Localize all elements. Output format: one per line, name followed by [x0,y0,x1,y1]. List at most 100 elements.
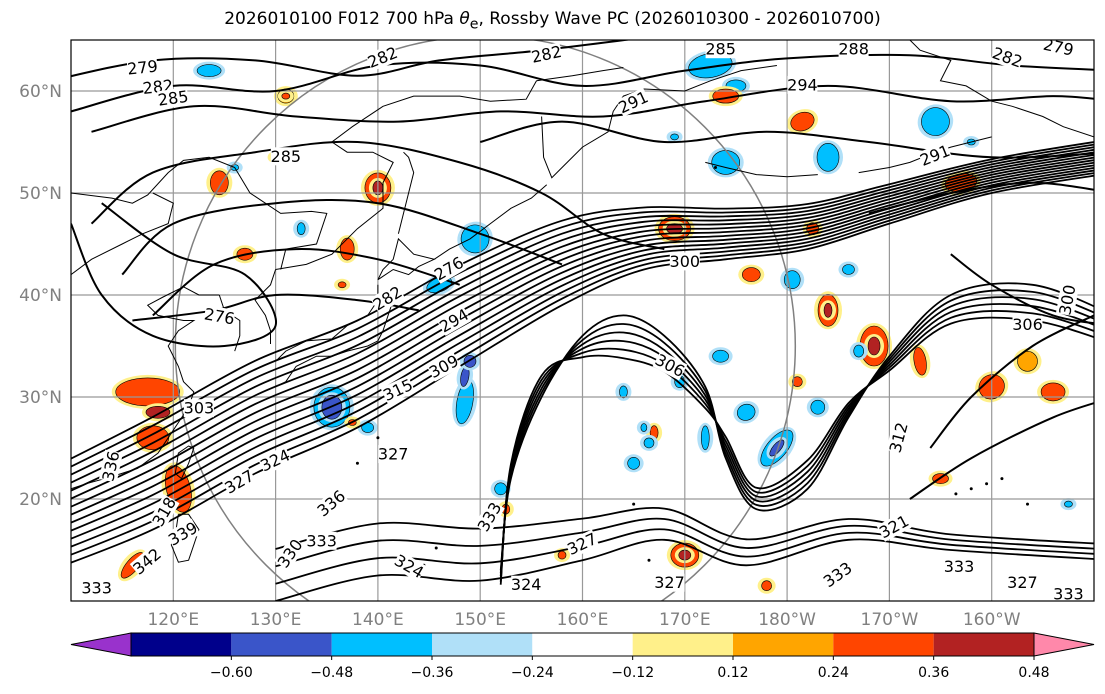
contour-line [71,151,1094,492]
island [376,436,380,440]
contour-line [71,143,1094,468]
lat-tick-label: 40°N [19,286,62,306]
contour-line [479,120,1094,159]
shading-blob [736,403,756,421]
colorbar-outline [130,632,1035,657]
shading-blob [339,237,355,261]
shading-blob [460,224,490,254]
contour-line [868,181,1094,215]
island [632,502,636,506]
lon-tick-label: 170°E [659,610,711,630]
colorbar-segment [532,633,633,656]
shading-blob [790,111,815,132]
contour-line [132,293,419,322]
island [954,492,958,496]
contour-label-text: 288 [838,40,869,59]
contour-label-text: 333 [81,578,112,597]
island [1000,477,1004,481]
lon-tick-label: 150°E [454,610,506,630]
contour-line [91,84,1094,133]
colorbar-segment [833,633,934,656]
contour-line [929,314,1094,449]
colorbar-segment [632,633,733,656]
contour-label-text: 306 [1012,315,1043,334]
contour-label-text: 294 [787,75,818,94]
contour-line [71,146,1094,476]
shading-blob [853,344,865,358]
coastline [218,294,241,352]
contour-label-text: 285 [271,147,302,166]
contour-label: 312 [886,420,912,454]
contour-line [950,253,1094,325]
figure-title: 2026010100 F012 700 hPa θe, Rossby Wave … [224,9,881,33]
colorbar-tick-label: −0.48 [310,665,353,681]
contour-label: 324 [511,575,542,594]
lat-tick-label: 50°N [19,184,62,204]
contour-line [71,169,1094,548]
coastline [433,184,548,260]
contour-label: 303 [184,399,215,418]
contour-line [275,507,1094,550]
contour-label-text: 279 [126,57,158,79]
shading-blob [761,580,772,592]
contour-label-text: 333 [1053,584,1084,603]
contour-label: 333 [306,531,337,550]
contour-label: 279 [126,57,158,79]
lon-tick-label: 120°E [147,610,199,630]
island [647,558,651,562]
contour-label: 285 [157,87,190,110]
contour-label: 306 [1012,315,1043,334]
shading-blob [842,264,855,275]
colorbar-segment [231,633,332,656]
colorbar-tick-label: −0.36 [411,665,454,681]
lon-tick-label: 160°W [963,610,1021,630]
lon-tick-label: 140°E [352,610,404,630]
shading-blob [921,107,950,136]
colorbar-tick-label: −0.24 [511,665,554,681]
shading-blob [145,405,171,419]
colorbar-tick-label: 0.36 [918,665,949,681]
colorbar-segment [933,633,1034,656]
coastline [541,65,777,179]
contour-label: 285 [705,40,736,59]
island [1026,502,1030,506]
contour-line [499,296,1094,577]
contour-label-text: 327 [378,445,409,464]
colorbar-segment [131,633,232,656]
shading-blob [296,222,306,235]
contour-label: 327 [654,573,685,592]
shading-blob [712,349,729,363]
rossby-wave-shading [111,50,1077,594]
colorbar-tick-label: −0.12 [611,665,654,681]
contour-line [121,198,563,276]
shading-blob [557,550,567,560]
island [434,546,438,550]
shading-blob [913,347,927,376]
contour-line [71,53,1094,113]
island [713,166,717,169]
lon-tick-label: 160°E [557,610,609,630]
shading-blob [741,267,761,282]
contour-label: 327 [378,445,409,464]
contour-label: 300 [1055,283,1079,316]
contour-label-text: 300 [670,252,701,271]
contour-label-text: 327 [1007,573,1038,592]
shading-blob [196,64,222,77]
shading-blob [700,425,710,451]
island [969,487,973,491]
colorbar-tick-label: 0.12 [717,665,748,681]
contour-line [71,164,1094,532]
contour-label-text: 324 [511,575,542,594]
contour-label-text: 279 [1041,35,1075,60]
contour-line [90,140,665,251]
contour-label: 294 [787,75,818,94]
lon-tick-label: 130°E [250,610,302,630]
shading-blob [115,377,181,407]
island [355,461,359,465]
colorbar-segment [733,633,834,656]
contour-label: 279 [1041,35,1075,60]
colorbar-tick-label: −0.60 [210,665,253,681]
shading-blob [210,170,229,196]
contour-label: 285 [271,147,302,166]
contour-label: 333 [81,578,112,597]
